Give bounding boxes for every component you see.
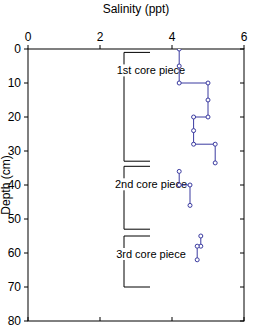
data-group [177, 49, 217, 262]
salinity-point [195, 244, 199, 248]
y-tick-label: 30 [8, 144, 22, 158]
core-label: 1st core piece [117, 64, 185, 76]
y-tick-label: 60 [8, 246, 22, 260]
salinity-point [213, 161, 217, 165]
y-tick [240, 117, 244, 118]
y-tick-label: 50 [8, 212, 22, 226]
salinity-point [188, 203, 192, 207]
y-tick [24, 49, 28, 50]
salinity-point [177, 49, 181, 51]
salinity-point [206, 81, 210, 85]
chart: Salinity (ppt)Depth (cm)0246010203040506… [0, 0, 255, 330]
y-tick [240, 185, 244, 186]
y-tick [24, 117, 28, 118]
x-tick-label: 4 [169, 30, 176, 44]
salinity-point [192, 115, 196, 119]
core-label: 2nd core piece [115, 178, 187, 190]
x-tick-label: 2 [97, 30, 104, 44]
y-tick [24, 253, 28, 254]
y-tick-label: 20 [8, 110, 22, 124]
label-background [115, 248, 187, 260]
core-bracket [124, 166, 150, 229]
salinity-point [199, 234, 203, 238]
salinity-point [206, 115, 210, 119]
x-tick-label: 0 [25, 30, 32, 44]
label-background [116, 64, 186, 76]
y-tick [24, 185, 28, 186]
salinity-point [177, 183, 181, 187]
salinity-point [177, 81, 181, 85]
core-bracket [124, 236, 150, 287]
y-tick [240, 83, 244, 84]
y-tick [24, 287, 28, 288]
salinity-point [213, 142, 217, 146]
y-tick [240, 321, 244, 322]
x-tick [172, 317, 173, 321]
y-tick-label: 70 [8, 280, 22, 294]
y-tick [24, 83, 28, 84]
x-tick [244, 45, 245, 49]
x-tick [28, 317, 29, 321]
label-background [114, 178, 188, 190]
y-tick [240, 219, 244, 220]
x-tick [244, 317, 245, 321]
y-tick-label: 80 [8, 314, 22, 328]
y-tick-label: 10 [8, 76, 22, 90]
y-tick [24, 321, 28, 322]
x-tick [100, 45, 101, 49]
salinity-point [188, 183, 192, 187]
salinity-point [195, 258, 199, 262]
y-tick [24, 219, 28, 220]
salinity-point [192, 129, 196, 133]
salinity-point [177, 169, 181, 173]
salinity-line [179, 171, 190, 205]
y-tick [240, 253, 244, 254]
y-tick-label: 0 [14, 42, 21, 56]
y-tick [24, 151, 28, 152]
x-tick [28, 45, 29, 49]
x-tick-label: 6 [241, 30, 248, 44]
plot-frame [28, 49, 244, 321]
salinity-line [179, 49, 215, 163]
y-tick-label: 40 [8, 178, 22, 192]
x-tick [100, 317, 101, 321]
y-tick [240, 287, 244, 288]
salinity-point [192, 142, 196, 146]
core-label: 3rd core piece [116, 248, 186, 260]
y-tick [240, 49, 244, 50]
salinity-point [206, 98, 210, 102]
x-tick [172, 45, 173, 49]
x-axis-title: Salinity (ppt) [103, 2, 170, 16]
y-tick [240, 151, 244, 152]
salinity-point [177, 64, 181, 68]
